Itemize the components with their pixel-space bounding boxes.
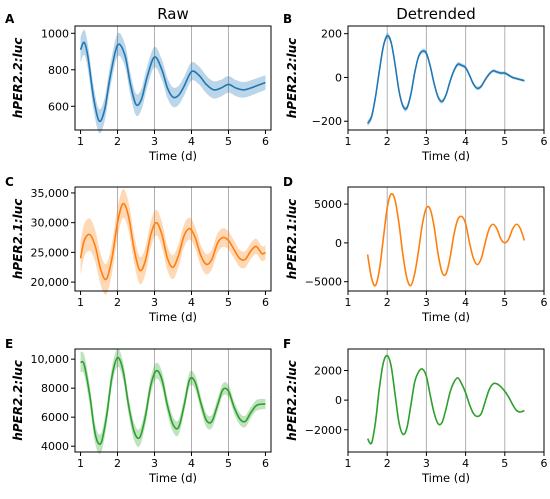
series-line — [80, 356, 266, 446]
y-tick-label: −5000 — [305, 276, 342, 289]
y-tick-label: 4000 — [41, 440, 69, 453]
x-tick-label: 5 — [225, 296, 232, 309]
x-axis-label: Time (d) — [421, 471, 470, 485]
y-tick-label: 10,000 — [31, 353, 70, 366]
confidence-band — [80, 29, 266, 134]
panel-letter: C — [5, 175, 14, 189]
panel-letter: B — [283, 12, 292, 26]
panel-letter: F — [283, 337, 291, 351]
panel-a: A 1 2 3 4 5 6 600 800 1000 Time (d) hPER2.2:luc — [5, 12, 272, 163]
panel-d: D 1 2 3 4 5 6 −5000 0 5000 Time (d) hPER2.1:luc — [283, 175, 548, 324]
y-tick-label: 800 — [48, 64, 69, 77]
panel-e: E 1 2 3 4 5 6 4000 6000 8000 10,000 Time (d) hPER2.2… — [5, 337, 272, 485]
column-title-detrended: Detrended — [396, 5, 476, 23]
series-line — [366, 354, 525, 445]
x-tick-label: 3 — [423, 457, 430, 470]
y-tick-label: 0 — [335, 237, 342, 250]
series-line — [79, 202, 266, 281]
y-axis-label: hPER2.2:luc — [11, 360, 25, 441]
panel-b: B 1 2 3 4 5 6 −200 0 200 Time (d) hPER2.2:luc — [283, 12, 548, 163]
x-tick-label: 2 — [384, 457, 391, 470]
x-tick-label: 2 — [114, 135, 121, 148]
x-tick-label: 4 — [188, 296, 195, 309]
series-line — [366, 34, 525, 124]
x-tick-label: 6 — [541, 296, 548, 309]
y-axis-label: hPER2.1:luc — [285, 199, 299, 280]
x-tick-label: 2 — [384, 135, 391, 148]
x-tick-label: 1 — [77, 457, 84, 470]
axes-frame — [347, 25, 545, 131]
y-tick-label: 30,000 — [31, 217, 70, 230]
axes-frame — [74, 186, 272, 292]
y-axis-label: hPER2.2:luc — [285, 360, 299, 441]
y-tick-label: 35,000 — [31, 187, 70, 200]
x-tick-label: 5 — [501, 135, 508, 148]
axes-frame — [347, 186, 545, 292]
x-tick-label: 5 — [225, 135, 232, 148]
y-tick-label: 8000 — [41, 382, 69, 395]
x-tick-label: 4 — [462, 296, 469, 309]
x-tick-label: 1 — [77, 296, 84, 309]
x-tick-label: 5 — [501, 457, 508, 470]
y-axis-label: hPER2.1:luc — [11, 199, 25, 280]
y-axis-label: hPER2.2:luc — [11, 38, 25, 119]
x-tick-label: 3 — [423, 296, 430, 309]
y-axis-label: hPER2.2:luc — [285, 38, 299, 119]
panel-letter: E — [5, 337, 13, 351]
y-tick-label: 1000 — [41, 27, 69, 40]
x-tick-label: 6 — [541, 135, 548, 148]
x-tick-label: 6 — [262, 457, 269, 470]
x-tick-label: 6 — [262, 135, 269, 148]
column-title-raw: Raw — [157, 5, 189, 23]
x-tick-label: 4 — [462, 135, 469, 148]
y-tick-label: −200 — [312, 115, 342, 128]
y-tick-label: 600 — [48, 100, 69, 113]
x-tick-label: 6 — [541, 457, 548, 470]
panel-letter: D — [283, 175, 293, 189]
series-line — [79, 41, 266, 123]
x-tick-label: 5 — [225, 457, 232, 470]
x-axis-label: Time (d) — [148, 149, 197, 163]
series-line — [366, 192, 526, 287]
x-axis-label: Time (d) — [148, 471, 197, 485]
x-tick-label: 2 — [114, 457, 121, 470]
y-tick-label: −2000 — [305, 424, 342, 437]
x-tick-label: 1 — [345, 296, 352, 309]
axes-frame — [74, 25, 272, 131]
x-tick-label: 3 — [151, 457, 158, 470]
x-tick-label: 2 — [384, 296, 391, 309]
x-tick-label: 4 — [188, 135, 195, 148]
x-axis-label: Time (d) — [421, 149, 470, 163]
y-tick-label: 5000 — [314, 198, 342, 211]
y-tick-label: 20,000 — [31, 276, 70, 289]
x-axis-label: Time (d) — [421, 310, 470, 324]
panel-letter: A — [5, 12, 15, 26]
y-tick-label: 0 — [335, 394, 342, 407]
x-tick-label: 4 — [462, 457, 469, 470]
panel-c: C 1 2 3 4 5 6 20,000 25,000 30,000 35,000 Time (d) h… — [5, 175, 272, 324]
y-tick-label: 200 — [321, 28, 342, 41]
x-tick-label: 3 — [423, 135, 430, 148]
panel-f: F 1 2 3 4 5 6 −2000 0 2000 Time (d) hPER2.2:luc — [283, 337, 548, 485]
x-tick-label: 5 — [501, 296, 508, 309]
y-tick-label: 2000 — [314, 364, 342, 377]
x-tick-label: 1 — [77, 135, 84, 148]
x-tick-label: 3 — [151, 296, 158, 309]
x-tick-label: 3 — [151, 135, 158, 148]
confidence-band — [367, 32, 525, 127]
x-tick-label: 1 — [345, 457, 352, 470]
x-tick-label: 1 — [345, 135, 352, 148]
axes-frame — [74, 348, 272, 453]
x-tick-label: 4 — [188, 457, 195, 470]
x-tick-label: 2 — [114, 296, 121, 309]
y-tick-label: 6000 — [41, 411, 69, 424]
y-tick-label: 0 — [335, 71, 342, 84]
confidence-band — [80, 189, 266, 295]
x-axis-label: Time (d) — [148, 310, 197, 324]
y-tick-label: 25,000 — [31, 246, 70, 259]
x-tick-label: 6 — [262, 296, 269, 309]
